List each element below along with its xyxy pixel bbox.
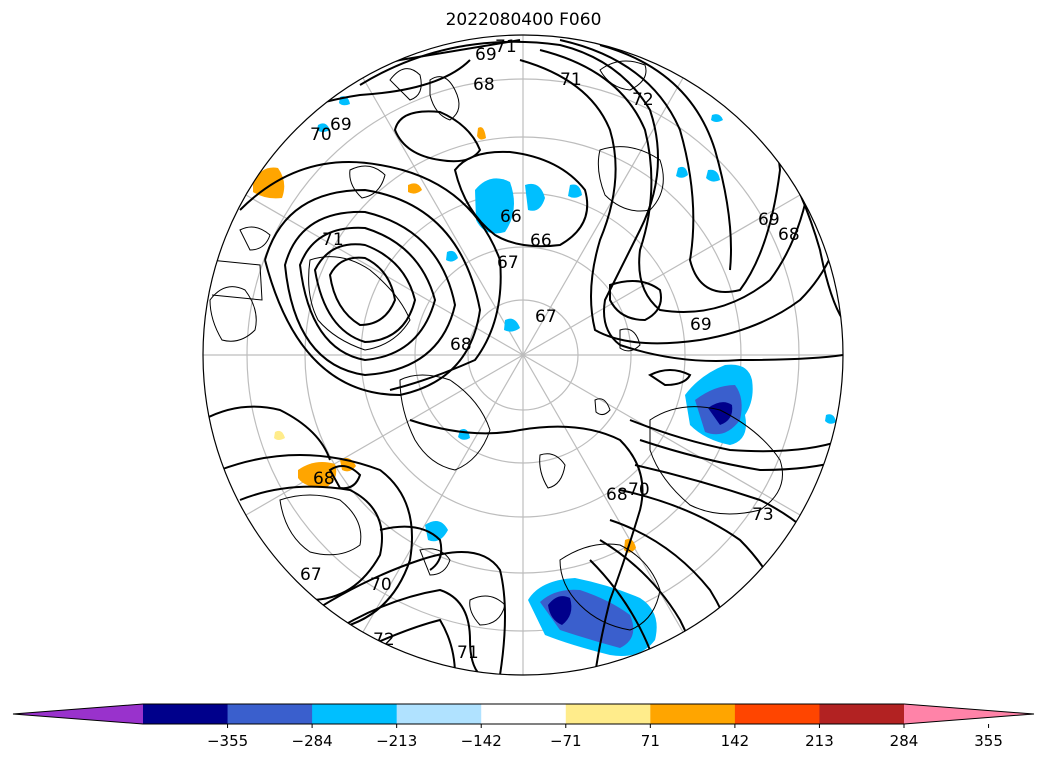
colorbar-tick-label: −142: [461, 732, 502, 750]
contour-label: 69: [690, 315, 712, 335]
contour-label: 68: [606, 485, 628, 505]
colorbar-bin: [143, 704, 229, 724]
contour-label: 71: [457, 643, 479, 663]
colorbar-tick-label: −284: [292, 732, 333, 750]
contour-label: 67: [497, 253, 519, 273]
colorbar-bin: [312, 704, 398, 724]
colorbar-tick-label: 71: [641, 732, 660, 750]
contour-label: 69: [758, 210, 780, 230]
colorbar-bin: [650, 704, 736, 724]
contour-label: 70: [628, 480, 650, 500]
colorbar-bin: [565, 704, 651, 724]
colorbar-tick-label: 142: [721, 732, 750, 750]
contour-label: 71: [322, 230, 344, 250]
colorbar-tick-label: 355: [974, 732, 1003, 750]
colorbar-bin: [734, 704, 820, 724]
contour-label: 73: [752, 505, 774, 525]
graticule: [203, 35, 843, 675]
contour-label: 70: [370, 575, 392, 595]
contour-label: 72: [632, 90, 654, 110]
contour-label: 66: [500, 207, 522, 227]
contour-label: 66: [530, 231, 552, 251]
contour-label: 68: [450, 335, 472, 355]
colorbar-bin: [481, 704, 567, 724]
colorbar-bin: [819, 704, 905, 724]
contour-label: 68: [473, 75, 495, 95]
contour-label: 68: [778, 225, 800, 245]
contour-label: 67: [300, 565, 322, 585]
polar-map: 68 69 71 71 72 69 70 66 66 67 67 71 68 6…: [202, 34, 844, 676]
colorbar-tick-label: −355: [207, 732, 248, 750]
contour-label: 69: [330, 115, 352, 135]
contour-label: 68: [313, 469, 335, 489]
contour-label: 67: [535, 307, 557, 327]
contour-labels: 68 69 71 71 72 69 70 66 66 67 67 71 68 6…: [300, 37, 800, 663]
colorbar-tick-label: 213: [805, 732, 834, 750]
colorbar-bin: [396, 704, 482, 724]
colorbar-tick-label: 284: [890, 732, 919, 750]
map-boundary: [202, 34, 844, 676]
contour-label: 69: [475, 45, 497, 65]
contour-label: 70: [310, 125, 332, 145]
colorbar-tick-label: −213: [376, 732, 417, 750]
coastlines: [209, 60, 783, 631]
map-title: 2022080400 F060: [445, 10, 602, 30]
colorbar-bin: [227, 704, 313, 724]
colorbar-extend-low: [13, 704, 143, 724]
colorbar-tick-label: −71: [550, 732, 582, 750]
contour-label: 71: [560, 70, 582, 90]
colorbar-extend-high: [904, 704, 1034, 724]
contour-label: 71: [495, 37, 517, 57]
colorbar-outline: [12, 703, 1035, 725]
